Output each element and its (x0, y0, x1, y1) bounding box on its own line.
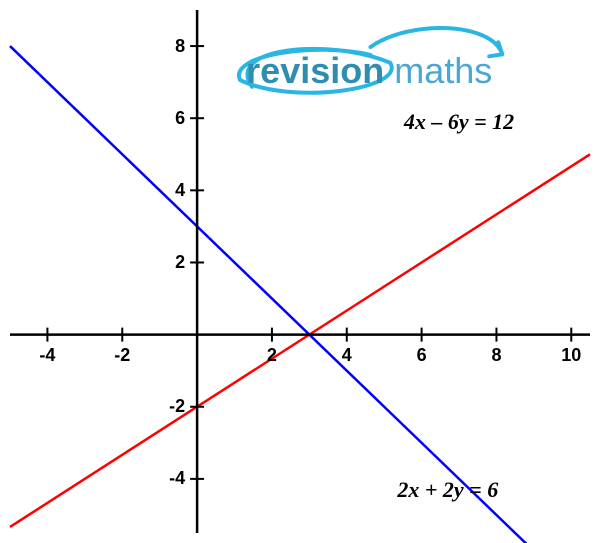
y-tick-label: 2 (175, 252, 185, 273)
logo-text-maths: maths (384, 50, 492, 91)
y-tick-label: 4 (175, 180, 185, 201)
y-tick-label: -4 (169, 468, 185, 489)
line1-label: 4x – 6y = 12 (404, 109, 514, 135)
x-tick-label: 8 (491, 345, 501, 366)
x-tick-label: 6 (417, 345, 427, 366)
y-tick-label: 6 (175, 108, 185, 129)
y-tick-label: 8 (175, 36, 185, 57)
x-tick-label: 10 (561, 345, 581, 366)
line2-label: 2x + 2y = 6 (397, 477, 498, 503)
linear-equations-chart: -4 -2 2 4 6 8 10 -4 -2 2 4 6 8 4x – 6y = 12 2x + 2y = … (0, 0, 600, 543)
x-tick-label: 2 (267, 345, 277, 366)
line1 (10, 154, 590, 527)
logo-text-revision: revision (246, 50, 384, 91)
x-tick-label: -2 (114, 345, 130, 366)
x-tick-label: 4 (342, 345, 352, 366)
y-tick-label: -2 (169, 396, 185, 417)
revision-maths-logo: revision maths (246, 50, 492, 92)
x-tick-label: -4 (39, 345, 55, 366)
